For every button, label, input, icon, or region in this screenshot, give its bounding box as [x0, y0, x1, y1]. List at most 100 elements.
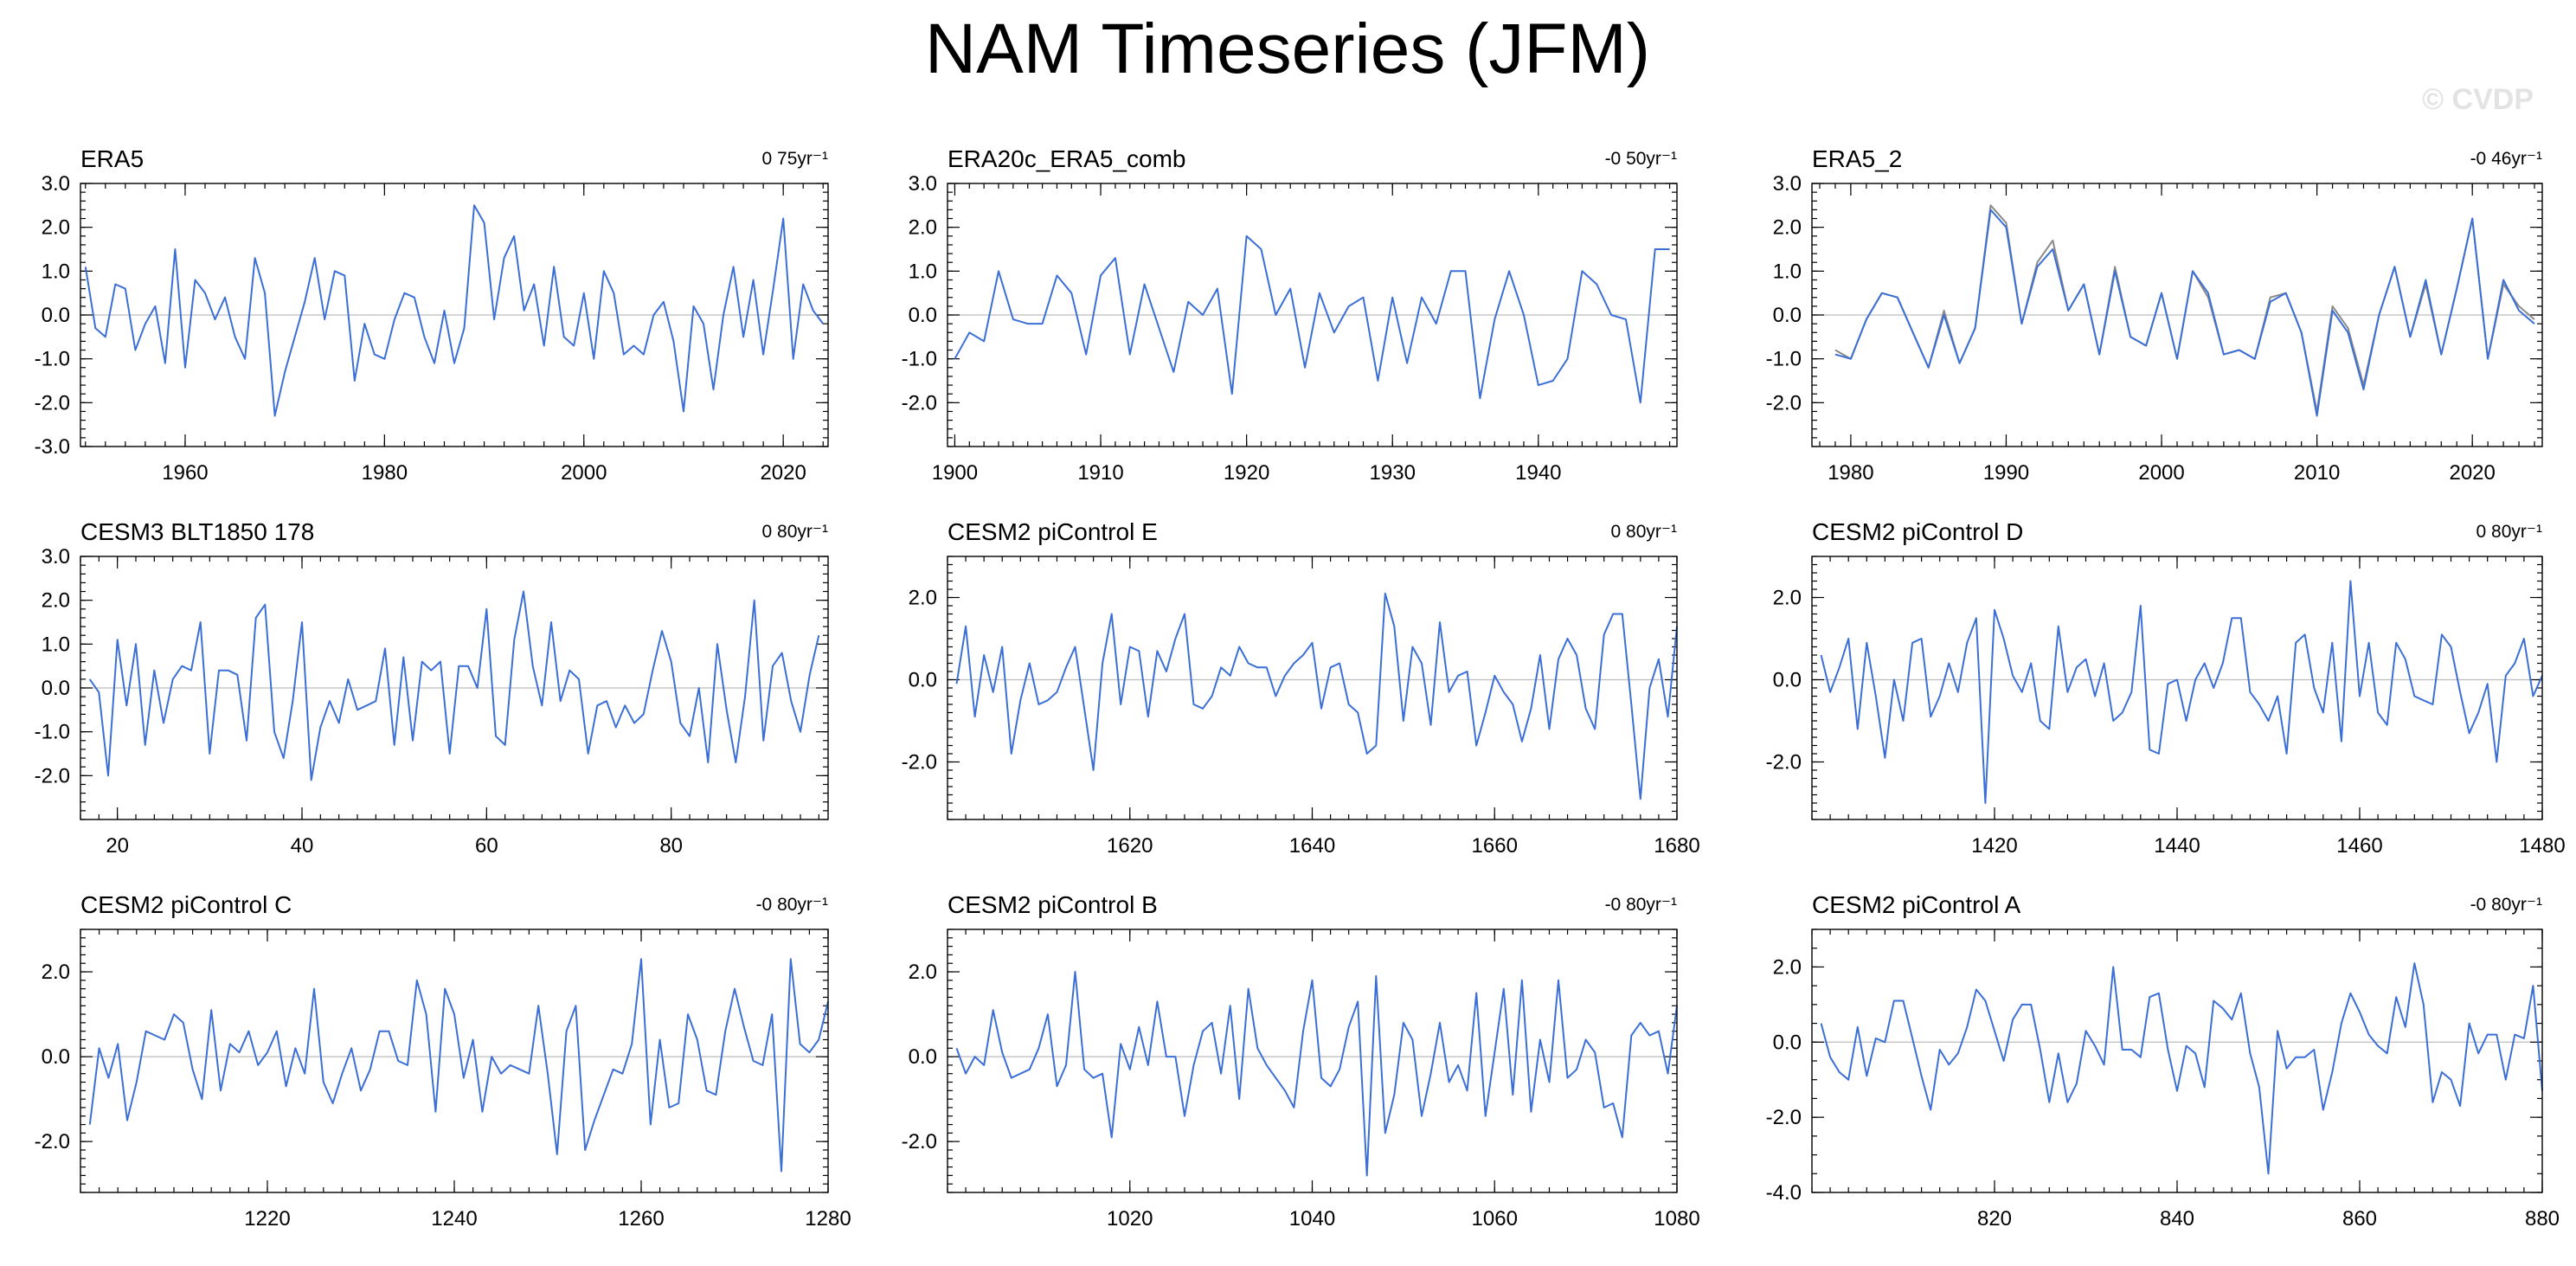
panel-title: CESM2 piControl B	[948, 891, 1158, 918]
y-tick-label: -1.0	[35, 348, 70, 371]
y-tick-label: -2.0	[1766, 1106, 1802, 1129]
y-tick-label: -2.0	[902, 1130, 937, 1154]
trend-label: -0 46yr⁻¹	[2470, 149, 2542, 169]
y-tick-label: 1.0	[1773, 260, 1802, 283]
y-tick-label: -1.0	[35, 721, 70, 744]
x-tick-label: 20	[106, 834, 129, 858]
x-tick-label: 1020	[1107, 1207, 1153, 1231]
x-tick-label: 1980	[1828, 461, 1873, 485]
panel-grid: ERA5 0 75yr⁻¹ 1960 1980 2000 2020 -3.0 -2.0 -1.0…	[35, 145, 2566, 1231]
y-tick-label: 2.0	[42, 961, 70, 984]
watermark: © CVDP	[2422, 83, 2534, 116]
x-tick-label: 1060	[1472, 1207, 1518, 1231]
x-tick-label: 1280	[805, 1207, 851, 1231]
plot-frame	[1811, 929, 2543, 1193]
y-tick-label: 2.0	[909, 216, 937, 240]
y-tick-label: 3.0	[42, 545, 70, 569]
plot-frame	[947, 556, 1678, 820]
panel-title: CESM2 piControl D	[1812, 518, 2023, 545]
y-tick-label: -2.0	[35, 391, 70, 415]
y-tick-label: -2.0	[902, 391, 937, 415]
trend-label: 0 80yr⁻¹	[2476, 522, 2542, 542]
plot-frame	[80, 929, 829, 1193]
y-tick-label: -2.0	[35, 764, 70, 787]
panel-title: CESM3 BLT1850 178	[80, 518, 314, 545]
y-tick-label: 0.0	[42, 1045, 70, 1069]
x-tick-label: 1920	[1224, 461, 1269, 485]
plot-frame	[1811, 556, 2543, 820]
x-tick-label: 2020	[760, 461, 806, 485]
y-tick-label: 0.0	[1773, 1031, 1802, 1054]
panel-title: ERA20c_ERA5_comb	[948, 145, 1185, 172]
x-tick-label: 860	[2342, 1207, 2377, 1231]
x-tick-label: 1260	[618, 1207, 664, 1231]
series-line	[1834, 209, 2535, 417]
x-tick-label: 80	[659, 834, 683, 858]
chart-panel: CESM3 BLT1850 178 0 80yr⁻¹ 20 40 60 80 -2.0 -1.…	[35, 518, 829, 858]
y-tick-label: -1.0	[1766, 348, 1802, 371]
y-tick-label: 2.0	[42, 216, 70, 240]
series-line	[88, 958, 829, 1173]
x-tick-label: 1940	[1515, 461, 1561, 485]
trend-label: -0 80yr⁻¹	[1605, 895, 1677, 915]
x-tick-label: 1620	[1107, 834, 1153, 858]
x-tick-label: 1420	[1971, 834, 2017, 858]
y-tick-label: 1.0	[909, 260, 937, 283]
x-tick-label: 1240	[431, 1207, 477, 1231]
y-tick-label: 3.0	[42, 172, 70, 196]
x-tick-label: 1900	[932, 461, 978, 485]
x-tick-label: 2000	[2138, 461, 2184, 485]
x-tick-label: 840	[2160, 1207, 2194, 1231]
x-tick-label: 1660	[1472, 834, 1518, 858]
plot-frame	[1811, 183, 2543, 447]
y-tick-label: 1.0	[42, 633, 70, 656]
x-tick-label: 880	[2525, 1207, 2560, 1231]
y-tick-label: 2.0	[1773, 216, 1802, 240]
x-tick-label: 820	[1977, 1207, 2012, 1231]
series-line	[1834, 204, 2535, 413]
chart-panel: ERA5 0 75yr⁻¹ 1960 1980 2000 2020 -3.0 -2.0 -1.0…	[35, 145, 829, 485]
y-tick-label: -2.0	[902, 751, 937, 774]
series-line	[954, 235, 1670, 404]
trend-label: -0 80yr⁻¹	[756, 895, 828, 915]
y-tick-label: 0.0	[909, 304, 937, 327]
series-line	[955, 592, 1678, 800]
series-line	[1820, 580, 2543, 804]
y-tick-label: 2.0	[1773, 955, 1802, 979]
x-tick-label: 1460	[2336, 834, 2382, 858]
panel-title: ERA5	[80, 145, 144, 172]
y-tick-label: -3.0	[35, 435, 70, 459]
chart-panel: CESM2 piControl E 0 80yr⁻¹ 1620 1640 1660 168…	[902, 518, 1700, 858]
x-tick-label: 1480	[2519, 834, 2565, 858]
y-tick-label: 0.0	[42, 677, 70, 700]
y-tick-label: 3.0	[909, 172, 937, 196]
panel-title: CESM2 piControl E	[948, 518, 1158, 545]
y-tick-label: -2.0	[35, 1130, 70, 1154]
y-tick-label: 2.0	[909, 961, 937, 984]
y-tick-label: 3.0	[1773, 172, 1802, 196]
x-tick-label: 1080	[1654, 1207, 1699, 1231]
x-tick-label: 1220	[244, 1207, 290, 1231]
chart-panel: CESM2 piControl C -0 80yr⁻¹ 1220 1240 1260 12…	[35, 891, 851, 1231]
x-tick-label: 1040	[1289, 1207, 1335, 1231]
y-tick-label: 0.0	[909, 1045, 937, 1069]
y-tick-label: -2.0	[1766, 391, 1802, 415]
panel-title: CESM2 piControl A	[1812, 891, 2021, 918]
trend-label: -0 80yr⁻¹	[2470, 895, 2542, 915]
trend-label: -0 50yr⁻¹	[1605, 149, 1677, 169]
trend-label: 0 80yr⁻¹	[1611, 522, 1677, 542]
series-line	[88, 590, 820, 781]
x-tick-label: 1440	[2154, 834, 2200, 858]
x-tick-label: 1980	[362, 461, 408, 485]
panel-title: ERA5_2	[1812, 145, 1902, 172]
chart-panel: CESM2 piControl D 0 80yr⁻¹ 1420 1440 1460 148…	[1766, 518, 2566, 858]
trend-label: 0 80yr⁻¹	[762, 522, 828, 542]
y-tick-label: 0.0	[1773, 304, 1802, 327]
plot-frame	[80, 556, 829, 820]
x-tick-label: 40	[291, 834, 314, 858]
series-line	[84, 204, 824, 417]
series-line	[1820, 962, 2543, 1175]
y-tick-label: -2.0	[1766, 751, 1802, 774]
plot-frame	[947, 183, 1678, 447]
x-tick-label: 1640	[1289, 834, 1335, 858]
